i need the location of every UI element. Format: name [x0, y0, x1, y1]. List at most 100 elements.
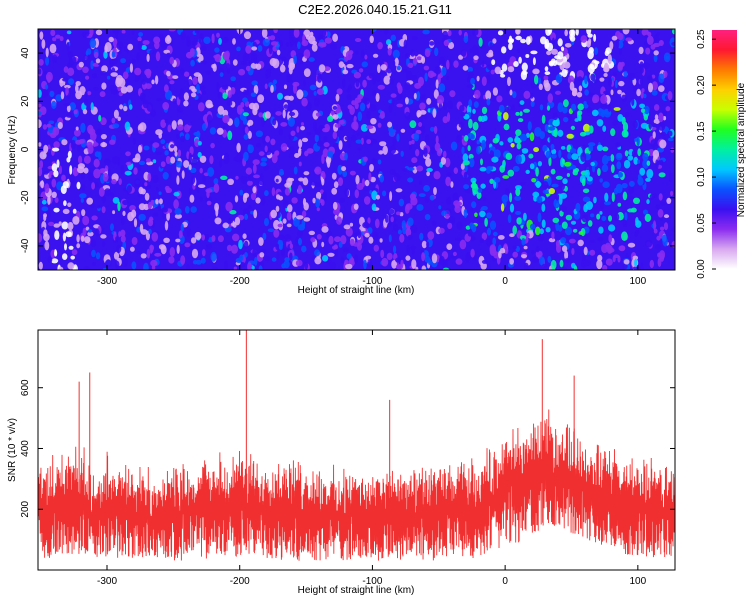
spectrogram-cell: [438, 205, 442, 210]
spectrogram-cell: [89, 29, 94, 37]
spectrogram-cell: [87, 172, 94, 182]
spectrogram-cell: [257, 45, 263, 52]
spectrogram-cell: [180, 67, 185, 76]
spectrogram-cell: [346, 94, 352, 100]
spectrogram-cell: [126, 79, 131, 85]
spectrogram-cell: [78, 155, 83, 164]
spectrogram-cell: [53, 223, 60, 228]
spectrogram-cell: [478, 115, 483, 122]
spectrogram-cell: [607, 54, 612, 65]
spectrogram-cell: [447, 222, 453, 230]
spectrogram-cell: [185, 206, 190, 214]
spectrogram-cell: [38, 52, 42, 57]
spectrogram-cell: [665, 87, 669, 91]
spectrogram-cell: [483, 226, 489, 231]
spectrogram-cell: [304, 261, 309, 270]
spectrogram-cell: [321, 226, 329, 233]
spectrogram-cell: [230, 82, 236, 88]
spectrogram-cell: [407, 62, 414, 68]
spectrogram-cell: [543, 78, 549, 88]
spectrogram-cell: [389, 77, 395, 85]
spectrogram-cell: [151, 79, 155, 85]
spectrogram-cell: [603, 66, 610, 73]
spectrogram-cell: [399, 212, 404, 217]
spectrogram-cell: [76, 234, 80, 243]
spectrogram-cell: [289, 243, 294, 249]
spectrogram-cell: [523, 90, 531, 99]
spectrogram-cell: [551, 231, 555, 240]
spectrogram-cell: [191, 157, 198, 166]
spectrogram-cell: [448, 59, 453, 69]
spectrogram-cell: [471, 29, 479, 36]
spectrogram-cell: [537, 212, 542, 223]
spectrogram-cell: [433, 126, 438, 134]
spectrogram-cell: [659, 139, 667, 149]
spectrogram-cell: [466, 84, 474, 89]
spectrogram-cell: [91, 215, 98, 221]
spectrogram-cell: [338, 140, 343, 151]
spectrogram-cell: [396, 211, 401, 216]
spectrogram-cell: [183, 92, 189, 101]
spectrogram-cell: [407, 234, 413, 240]
spectrogram-cell: [144, 68, 152, 76]
spectrogram-cell: [110, 72, 118, 77]
spectrogram-cell: [71, 249, 78, 256]
spectrogram-cell: [89, 38, 97, 49]
spectrogram-cell: [407, 167, 415, 171]
colorbar-tick-label: 0.10: [696, 167, 707, 187]
spectrogram-cell: [104, 45, 108, 53]
spectrogram-cell: [279, 64, 286, 73]
spectrogram-cell: [663, 214, 670, 219]
spectrogram-cell: [111, 58, 119, 64]
spectrogram-cell: [125, 151, 131, 157]
spectrogram-cell: [85, 226, 90, 231]
spectrogram-cell: [226, 244, 233, 252]
spectrogram-cell: [321, 177, 325, 186]
spectrogram-cell: [153, 36, 161, 44]
spectrogram-cell: [123, 105, 128, 112]
spectrogram-cell: [67, 222, 74, 231]
spectrogram-cell: [278, 195, 284, 201]
spectrogram-cell: [115, 244, 122, 254]
spectrogram-cell: [435, 79, 439, 89]
spectrogram-cell: [210, 142, 215, 149]
spectrogram-cell: [608, 215, 612, 222]
spectrogram-cell: [134, 178, 141, 188]
spectrogram-cell: [111, 155, 119, 165]
spectrogram-cell: [154, 75, 159, 85]
spectrogram-cell: [392, 60, 396, 67]
spectrogram-cell: [400, 128, 406, 133]
spectrogram-cell: [631, 149, 638, 158]
spectrogram-cell: [95, 29, 103, 36]
spectrogram-cell: [155, 51, 161, 62]
spectrogram-cell: [600, 94, 608, 104]
spectrogram-cell: [412, 58, 418, 65]
y-tick-label: 200: [20, 500, 31, 517]
spectrogram-cell: [380, 64, 387, 71]
spectrogram-cell: [512, 91, 517, 99]
spectrogram-cell: [562, 178, 568, 185]
spectrogram-cell: [351, 134, 357, 143]
spectrogram-cell: [481, 232, 488, 241]
spectrogram-cell: [254, 257, 258, 266]
spectrogram-cell: [545, 150, 552, 159]
spectrogram-cell: [608, 77, 612, 87]
spectrogram-cell: [617, 255, 621, 263]
spectrogram-cell: [296, 126, 300, 133]
spectrogram-cell: [645, 239, 653, 248]
spectrogram-cell: [368, 236, 374, 244]
spectrogram-cell: [213, 183, 220, 193]
spectrogram-cell: [413, 89, 418, 93]
spectrogram-cell: [166, 52, 171, 58]
spectrogram-cell: [579, 131, 587, 137]
spectrogram-cell: [544, 71, 551, 75]
spectrogram-cell: [491, 59, 496, 66]
spectrogram-cell: [100, 117, 107, 126]
spectrogram-cell: [408, 140, 412, 145]
spectrogram-cell: [464, 135, 469, 142]
spectrogram-cell: [73, 109, 78, 115]
spectrogram-cell: [458, 135, 463, 141]
spectrogram-cell: [543, 75, 549, 81]
spectrogram-cell: [131, 209, 137, 218]
spectrogram-cell: [357, 242, 362, 251]
